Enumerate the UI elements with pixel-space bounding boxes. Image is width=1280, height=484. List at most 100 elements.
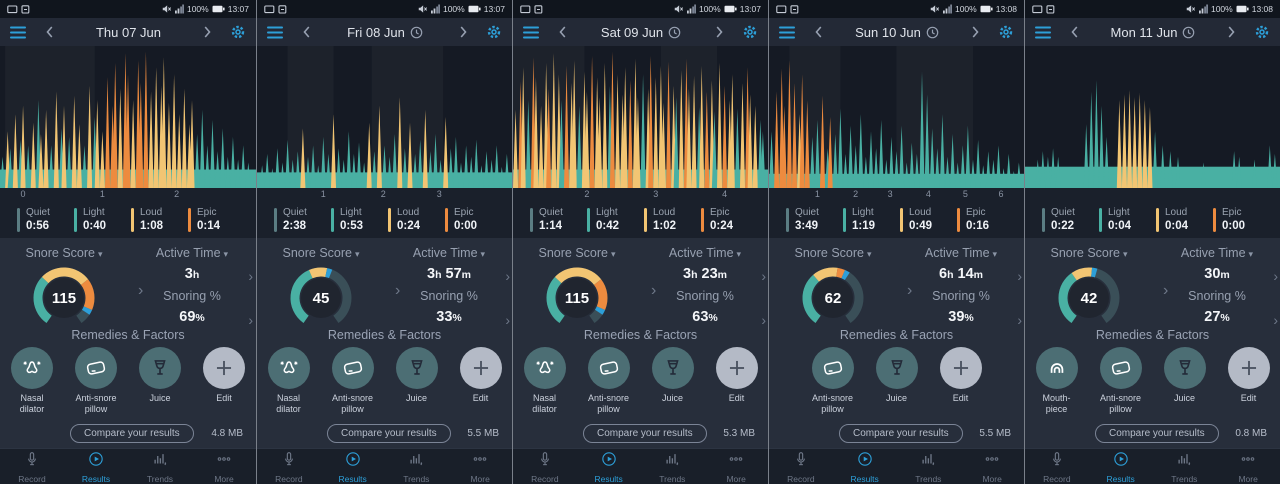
snore-score-gauge[interactable]: 115 <box>544 265 610 331</box>
snore-score-gauge[interactable]: 45 <box>288 265 354 331</box>
active-time-chevron[interactable]: › <box>1017 268 1022 284</box>
nav-record[interactable]: Record <box>0 449 64 484</box>
snoring-pct-chevron[interactable]: › <box>761 312 766 328</box>
active-time-label[interactable]: Active Time ▾ <box>155 246 229 260</box>
score-detail-chevron[interactable]: › <box>138 282 144 299</box>
compare-results-button[interactable]: Compare your results <box>839 424 963 443</box>
remedy-edit[interactable]: Edit <box>933 347 988 415</box>
next-day-button[interactable] <box>715 25 724 39</box>
prev-day-button[interactable] <box>558 25 567 39</box>
nav-trends[interactable]: Trends <box>385 449 449 484</box>
active-time-label[interactable]: Active Time ▾ <box>668 246 742 260</box>
menu-icon[interactable] <box>10 26 27 39</box>
active-time-chevron[interactable]: › <box>248 268 253 284</box>
nav-more[interactable]: More <box>704 449 768 484</box>
snore-score-gauge[interactable]: 62 <box>800 265 866 331</box>
nav-more[interactable]: More <box>1216 449 1280 484</box>
settings-icon[interactable] <box>998 24 1014 40</box>
prev-day-button[interactable] <box>1070 25 1079 39</box>
nav-more[interactable]: More <box>448 449 512 484</box>
snore-score-gauge[interactable]: 42 <box>1056 265 1122 331</box>
snore-score-label[interactable]: Snore Score ▾ <box>538 246 616 260</box>
remedy-anti-snore-pillow[interactable]: Anti-snore pillow <box>805 347 860 415</box>
remedy-anti-snore-pillow[interactable]: Anti-snore pillow <box>581 347 636 415</box>
menu-icon[interactable] <box>523 26 540 39</box>
remedy-nasal-dilator[interactable]: Nasal dilator <box>261 347 316 415</box>
remedy-juice[interactable]: Juice <box>645 347 700 415</box>
settings-icon[interactable] <box>486 24 502 40</box>
settings-icon[interactable] <box>742 24 758 40</box>
remedy-anti-snore-pillow[interactable]: Anti-snore pillow <box>69 347 124 415</box>
nav-results[interactable]: Results <box>64 449 128 484</box>
active-time-chevron[interactable]: › <box>505 268 510 284</box>
score-detail-chevron[interactable]: › <box>1163 282 1169 299</box>
score-detail-chevron[interactable]: › <box>651 282 657 299</box>
snoring-pct-chevron[interactable]: › <box>248 312 253 328</box>
settings-icon[interactable] <box>1254 24 1270 40</box>
remedy-juice[interactable]: Juice <box>389 347 444 415</box>
nav-record[interactable]: Record <box>257 449 321 484</box>
session-chart[interactable]: 1 2 3 4 5 6 Quiet 3:49 Light 1:19 Loud 0:49 <box>769 46 1024 238</box>
remedy-nasal-dilator[interactable]: Nasal dilator <box>517 347 572 415</box>
snore-score-label[interactable]: Snore Score ▾ <box>282 246 360 260</box>
compare-results-button[interactable]: Compare your results <box>583 424 707 443</box>
remedy-edit[interactable]: Edit <box>453 347 508 415</box>
snore-score-label[interactable]: Snore Score ▾ <box>25 246 103 260</box>
nav-record[interactable]: Record <box>1025 449 1089 484</box>
snore-score-label[interactable]: Snore Score ▾ <box>794 246 872 260</box>
menu-icon[interactable] <box>267 26 284 39</box>
nav-trends[interactable]: Trends <box>641 449 705 484</box>
snore-score-gauge[interactable]: 115 <box>31 265 97 331</box>
session-chart[interactable]: 2 3 4 Quiet 1:14 Light 0:42 Loud 1:02 <box>513 46 768 238</box>
remedy-anti-snore-pillow[interactable]: Anti-snore pillow <box>1093 347 1148 415</box>
session-chart[interactable]: 1 2 3 Quiet 2:38 Light 0:53 Loud 0:24 <box>257 46 512 238</box>
next-day-button[interactable] <box>459 25 468 39</box>
snoring-pct-chevron[interactable]: › <box>1017 312 1022 328</box>
remedy-juice[interactable]: Juice <box>133 347 188 415</box>
nav-trends[interactable]: Trends <box>897 449 961 484</box>
nav-results[interactable]: Results <box>321 449 385 484</box>
snoring-pct-chevron[interactable]: › <box>1273 312 1278 328</box>
nav-more[interactable]: More <box>192 449 256 484</box>
remedy-edit[interactable]: Edit <box>1221 347 1276 415</box>
remedy-anti-snore-pillow[interactable]: Anti-snore pillow <box>325 347 380 415</box>
next-day-button[interactable] <box>971 25 980 39</box>
compare-results-button[interactable]: Compare your results <box>327 424 451 443</box>
remedy-edit[interactable]: Edit <box>197 347 252 415</box>
menu-icon[interactable] <box>779 26 796 39</box>
active-time-label[interactable]: Active Time ▾ <box>924 246 998 260</box>
active-time-label[interactable]: Active Time ▾ <box>1180 246 1254 260</box>
nav-results[interactable]: Results <box>1089 449 1153 484</box>
nav-record[interactable]: Record <box>769 449 833 484</box>
settings-icon[interactable] <box>230 24 246 40</box>
compare-results-button[interactable]: Compare your results <box>1095 424 1219 443</box>
snore-score-label[interactable]: Snore Score ▾ <box>1050 246 1128 260</box>
nav-results[interactable]: Results <box>577 449 641 484</box>
nav-trends[interactable]: Trends <box>1153 449 1217 484</box>
score-detail-chevron[interactable]: › <box>907 282 913 299</box>
remedy-edit[interactable]: Edit <box>709 347 764 415</box>
remedy-juice[interactable]: Juice <box>869 347 924 415</box>
nav-trends[interactable]: Trends <box>128 449 192 484</box>
nav-more[interactable]: More <box>960 449 1024 484</box>
session-chart[interactable]: 0 1 2 Quiet 0:56 Light 0:40 Loud 1:08 <box>0 46 256 238</box>
next-day-button[interactable] <box>203 25 212 39</box>
active-time-label[interactable]: Active Time ▾ <box>412 246 486 260</box>
sim-notification-icon <box>1046 4 1055 14</box>
snoring-pct-chevron[interactable]: › <box>505 312 510 328</box>
active-time-chevron[interactable]: › <box>761 268 766 284</box>
nav-record[interactable]: Record <box>513 449 577 484</box>
next-day-button[interactable] <box>1227 25 1236 39</box>
active-time-chevron[interactable]: › <box>1273 268 1278 284</box>
remedy-mouthpiece[interactable]: Mouth- piece <box>1029 347 1084 415</box>
prev-day-button[interactable] <box>814 25 823 39</box>
score-detail-chevron[interactable]: › <box>395 282 401 299</box>
nav-results[interactable]: Results <box>833 449 897 484</box>
prev-day-button[interactable] <box>302 25 311 39</box>
remedy-juice[interactable]: Juice <box>1157 347 1212 415</box>
menu-icon[interactable] <box>1035 26 1052 39</box>
remedy-nasal-dilator[interactable]: Nasal dilator <box>5 347 60 415</box>
compare-results-button[interactable]: Compare your results <box>70 424 194 443</box>
session-chart[interactable]: Quiet 0:22 Light 0:04 Loud 0:04 Epic <box>1025 46 1280 238</box>
prev-day-button[interactable] <box>45 25 54 39</box>
